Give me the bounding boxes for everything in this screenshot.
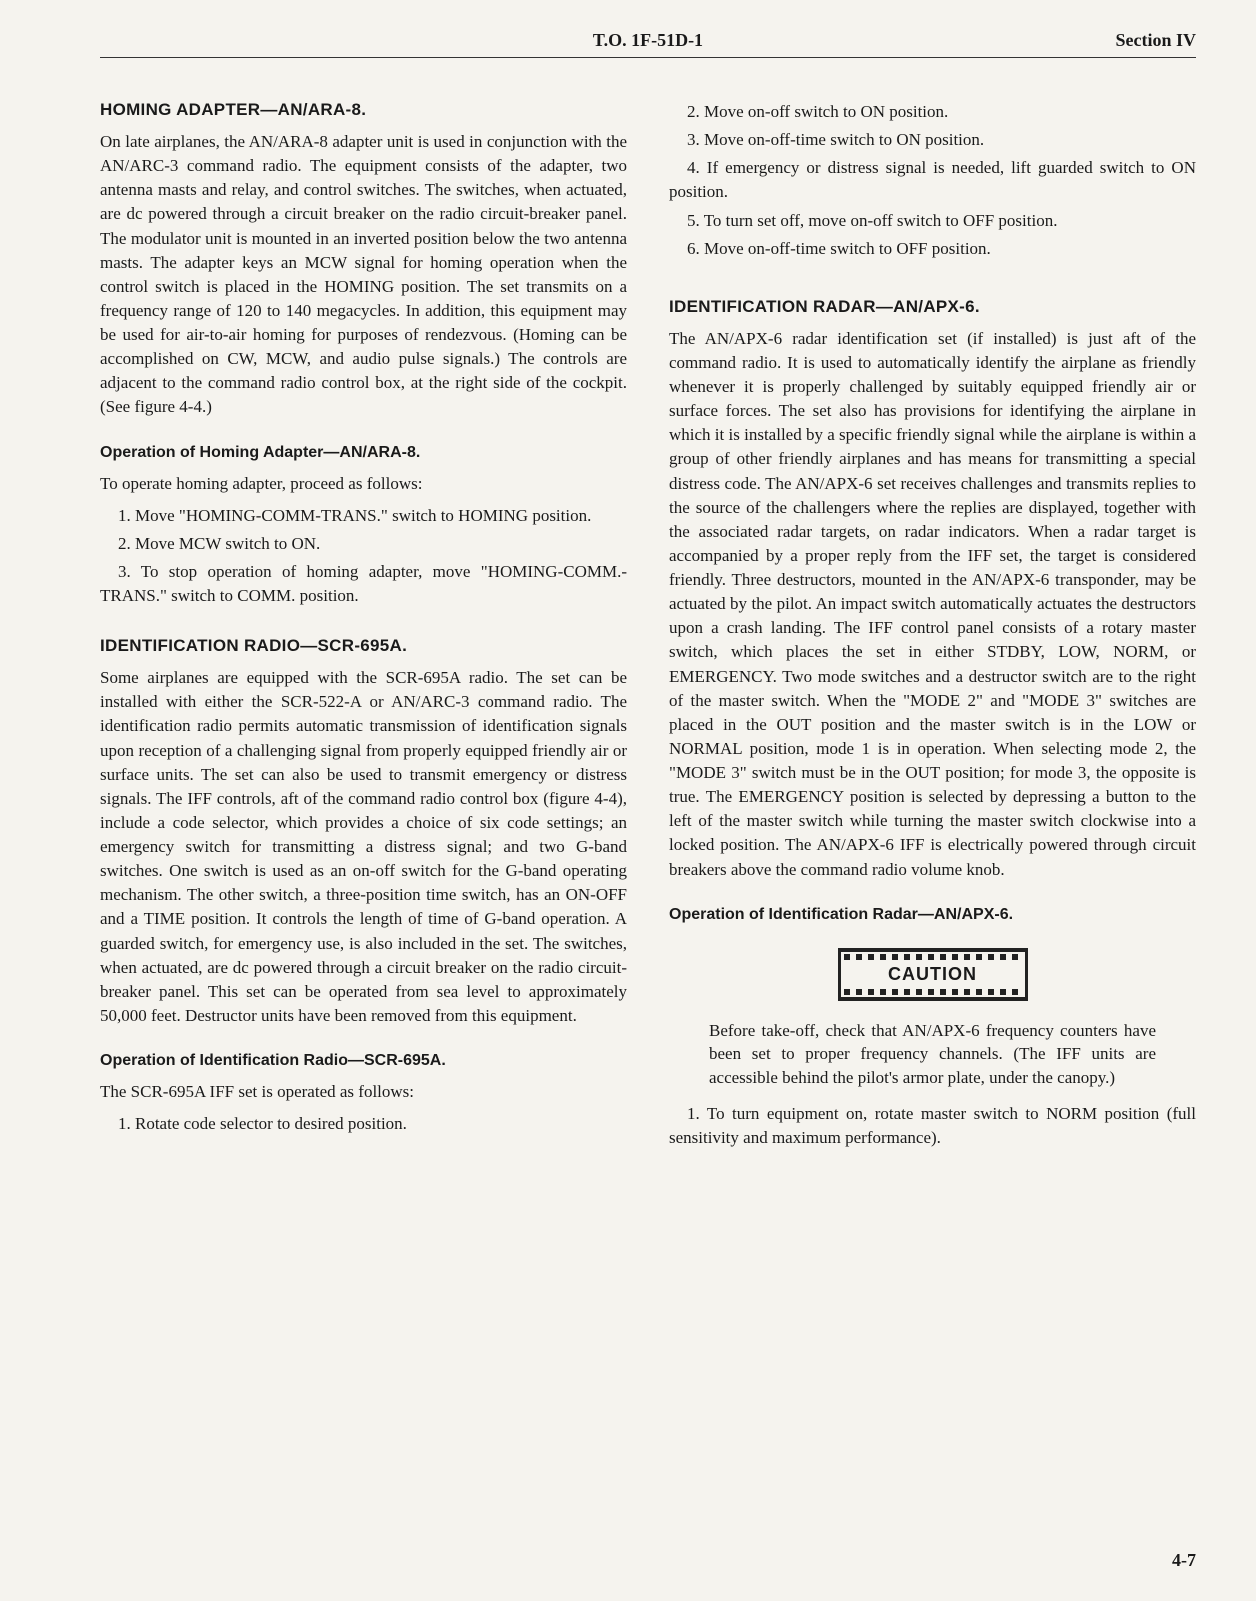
left-column: HOMING ADAPTER—AN/ARA-8. On late airplan…: [100, 82, 627, 1154]
step-id-radio-1: 1. Rotate code selector to desired posit…: [100, 1112, 627, 1136]
heading-identification-radio: IDENTIFICATION RADIO—SCR-695A.: [100, 636, 627, 656]
step-id-radio-4: 4. If emergency or distress signal is ne…: [669, 156, 1196, 204]
para-identification-radio: Some airplanes are equipped with the SCR…: [100, 666, 627, 1028]
step-id-radio-6: 6. Move on-off-time switch to OFF positi…: [669, 237, 1196, 261]
page-header: T.O. 1F-51D-1 Section IV: [100, 30, 1196, 58]
manual-page: T.O. 1F-51D-1 Section IV HOMING ADAPTER—…: [100, 30, 1196, 1561]
subheading-operation-id-radar: Operation of Identification Radar—AN/APX…: [669, 906, 1196, 924]
subheading-operation-homing: Operation of Homing Adapter—AN/ARA-8.: [100, 444, 627, 462]
para-identification-radar: The AN/APX-6 radar identification set (i…: [669, 327, 1196, 882]
step-id-radio-3: 3. Move on-off-time switch to ON positio…: [669, 128, 1196, 152]
intro-operation-homing: To operate homing adapter, proceed as fo…: [100, 472, 627, 496]
page-number: 4-7: [1172, 1550, 1196, 1571]
subheading-operation-id-radio: Operation of Identification Radio—SCR-69…: [100, 1052, 627, 1070]
right-column: 2. Move on-off switch to ON position. 3.…: [669, 82, 1196, 1154]
step-id-radar-1: 1. To turn equipment on, rotate master s…: [669, 1102, 1196, 1150]
heading-homing-adapter: HOMING ADAPTER—AN/ARA-8.: [100, 100, 627, 120]
caution-text: Before take-off, check that AN/APX-6 fre…: [709, 1019, 1156, 1090]
two-column-content: HOMING ADAPTER—AN/ARA-8. On late airplan…: [100, 82, 1196, 1154]
heading-identification-radar: IDENTIFICATION RADAR—AN/APX-6.: [669, 297, 1196, 317]
step-homing-2: 2. Move MCW switch to ON.: [100, 532, 627, 556]
step-homing-3: 3. To stop operation of homing adapter, …: [100, 560, 627, 608]
caution-box: CAUTION: [838, 948, 1028, 1001]
header-left-spacer: [100, 30, 465, 51]
para-homing-adapter: On late airplanes, the AN/ARA-8 adapter …: [100, 130, 627, 420]
step-homing-1: 1. Move "HOMING-COMM-TRANS." switch to H…: [100, 504, 627, 528]
step-id-radio-5: 5. To turn set off, move on-off switch t…: [669, 209, 1196, 233]
document-number: T.O. 1F-51D-1: [465, 30, 830, 51]
step-id-radio-2: 2. Move on-off switch to ON position.: [669, 100, 1196, 124]
intro-operation-id-radio: The SCR-695A IFF set is operated as foll…: [100, 1080, 627, 1104]
caution-label: CAUTION: [888, 964, 977, 984]
section-label: Section IV: [831, 30, 1196, 51]
